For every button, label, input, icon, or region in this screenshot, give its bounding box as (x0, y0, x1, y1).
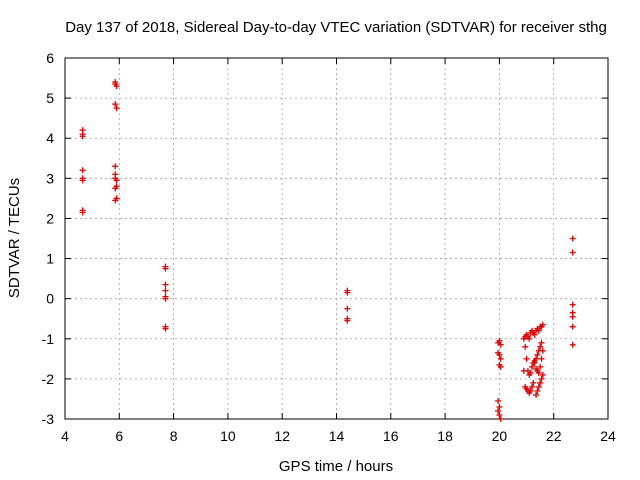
data-point (528, 383, 535, 390)
data-point (533, 355, 540, 362)
data-point (539, 347, 546, 354)
chart-title: Day 137 of 2018, Sidereal Day-to-day VTE… (65, 19, 607, 36)
data-point (538, 339, 545, 346)
data-point (527, 387, 534, 394)
data-point (113, 183, 120, 190)
x-tick-label: 20 (492, 428, 508, 444)
data-point (528, 363, 535, 370)
data-point (522, 343, 529, 350)
data-point (539, 321, 546, 328)
data-point (162, 281, 169, 288)
data-point (344, 317, 351, 324)
data-point (531, 331, 538, 338)
data-point (535, 383, 542, 390)
data-point (497, 363, 504, 370)
x-tick-label: 4 (61, 428, 69, 444)
data-point (530, 379, 537, 386)
data-point (496, 337, 503, 344)
data-point (520, 367, 527, 374)
x-tick-label: 24 (600, 428, 616, 444)
data-point (344, 289, 351, 296)
data-point (344, 305, 351, 312)
x-axis-label: GPS time / hours (279, 458, 393, 475)
data-point (162, 295, 169, 302)
data-point (496, 411, 503, 418)
data-point (79, 167, 86, 174)
y-tick-label: 1 (46, 251, 54, 267)
grid-lines (65, 58, 608, 419)
data-point (537, 343, 544, 350)
data-point (79, 177, 86, 184)
y-tick-label: -2 (42, 371, 55, 387)
data-point (162, 287, 169, 294)
data-point (539, 371, 546, 378)
data-point (162, 325, 169, 332)
data-point (534, 387, 541, 394)
y-tick-label: 5 (46, 90, 54, 106)
data-point (533, 391, 540, 398)
data-point (534, 351, 541, 358)
x-tick-label: 14 (329, 428, 345, 444)
data-point (537, 379, 544, 386)
x-tick-label: 16 (383, 428, 399, 444)
x-tick-label: 8 (170, 428, 178, 444)
data-point (112, 163, 119, 170)
data-point (531, 359, 538, 366)
y-tick-label: 3 (46, 170, 54, 186)
data-point (535, 369, 542, 376)
x-tick-label: 6 (115, 428, 123, 444)
data-point (113, 105, 120, 112)
x-tick-label: 10 (220, 428, 236, 444)
y-tick-label: -1 (42, 331, 55, 347)
data-point (569, 313, 576, 320)
data-point (569, 235, 576, 242)
data-point (569, 249, 576, 256)
y-tick-label: 0 (46, 291, 54, 307)
data-point (496, 351, 503, 358)
data-point (497, 355, 504, 362)
data-point (538, 355, 545, 362)
data-point (495, 407, 502, 414)
data-point (538, 375, 545, 382)
y-tick-label: 2 (46, 210, 54, 226)
data-point (527, 369, 534, 376)
data-point (79, 209, 86, 216)
x-tick-label: 12 (274, 428, 290, 444)
data-point (569, 323, 576, 330)
data-point (569, 341, 576, 348)
x-tick-label: 22 (546, 428, 562, 444)
y-tick-label: 6 (46, 50, 54, 66)
y-tick-label: 4 (46, 130, 54, 146)
data-point (537, 363, 544, 370)
y-tick-label: -3 (42, 411, 55, 427)
data-point (523, 355, 530, 362)
data-points (79, 79, 576, 422)
data-point (495, 397, 502, 404)
data-point (162, 265, 169, 272)
data-point (112, 197, 119, 204)
data-point (112, 101, 119, 108)
data-point (497, 341, 504, 348)
data-point (526, 335, 533, 342)
data-point (535, 327, 542, 334)
data-point (569, 301, 576, 308)
data-point (496, 403, 503, 410)
data-point (113, 83, 120, 90)
data-point (79, 131, 86, 138)
data-point (497, 416, 504, 422)
y-axis-label: SDTVAR / TECUs (6, 178, 23, 298)
x-tick-label: 18 (437, 428, 453, 444)
data-point (112, 175, 119, 182)
